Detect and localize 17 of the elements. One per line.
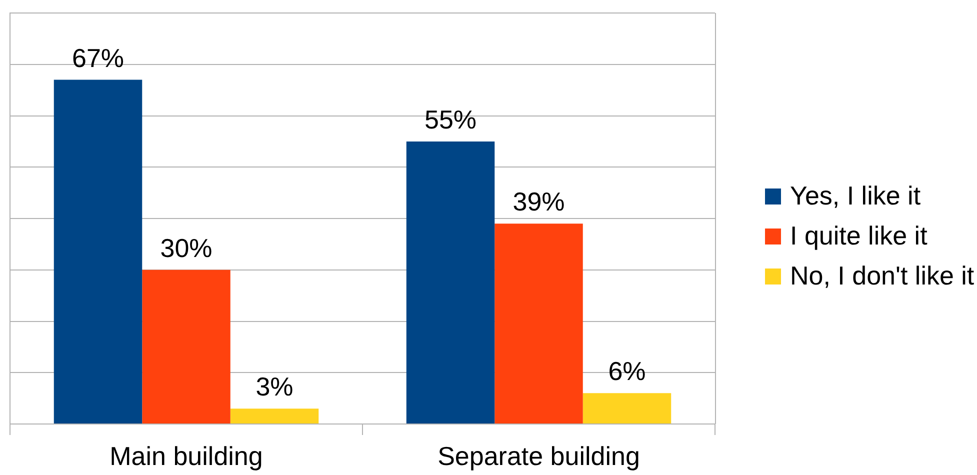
legend-label: I quite like it: [790, 220, 928, 251]
x-tick-label: Main building: [110, 440, 263, 471]
bar: [494, 224, 583, 424]
bar: [142, 270, 230, 424]
data-label: 6%: [608, 356, 646, 386]
data-label: 67%: [72, 42, 124, 73]
data-label: 3%: [256, 372, 294, 402]
bar: [230, 408, 319, 424]
legend-label: Yes, I like it: [790, 180, 922, 211]
data-label: 30%: [160, 232, 212, 263]
bar: [54, 80, 142, 424]
legend-label: No, I don't like it: [790, 260, 975, 291]
x-tick-label: Separate building: [438, 440, 640, 471]
data-label: 55%: [424, 104, 477, 134]
data-label: 39%: [512, 186, 565, 217]
bar: [582, 393, 672, 424]
bar: [406, 141, 495, 424]
